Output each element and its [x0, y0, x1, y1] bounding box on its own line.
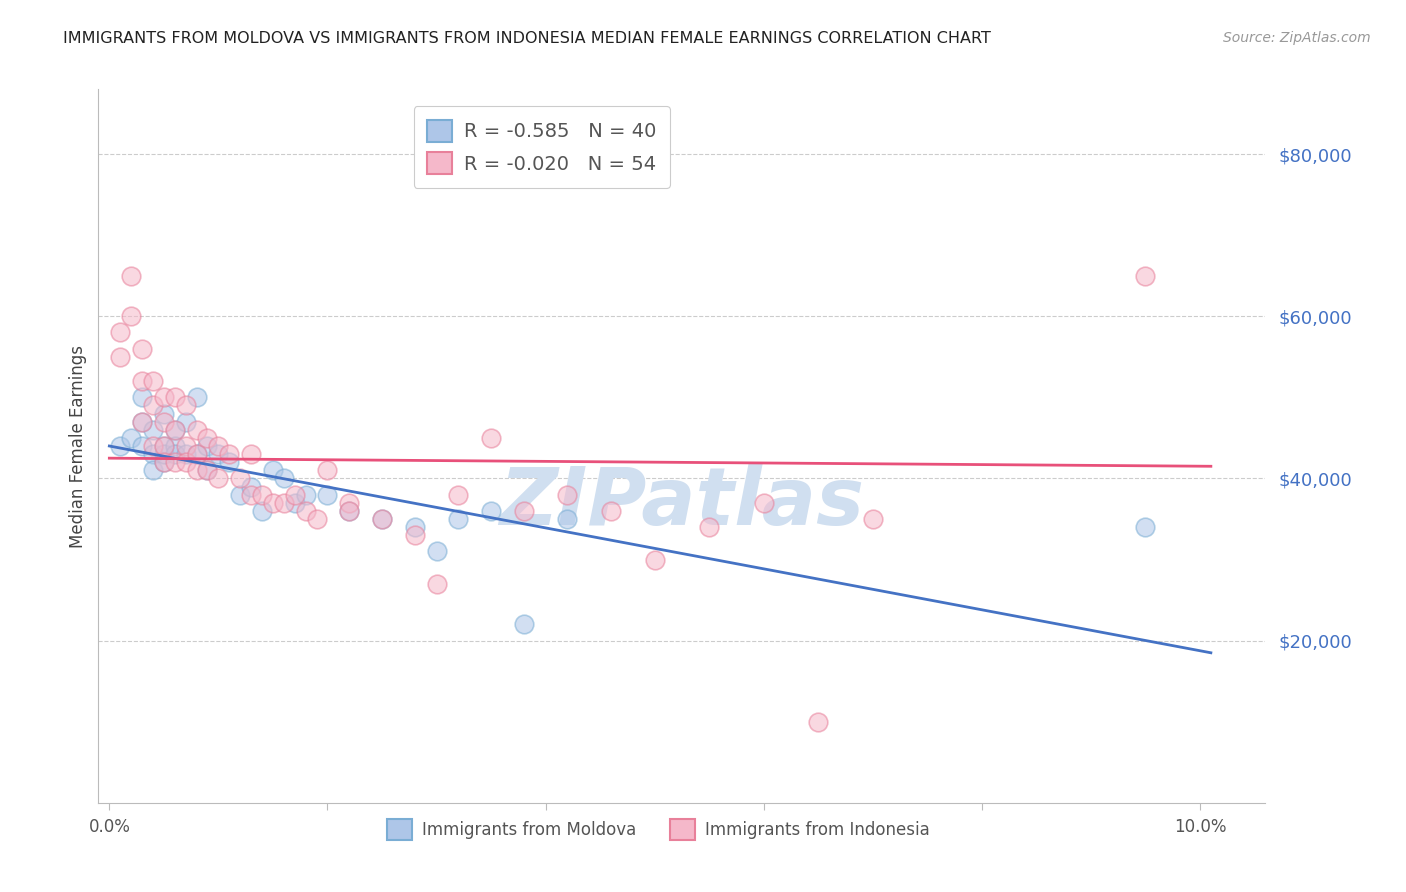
Point [284, 496, 307, 510]
Point [218, 447, 240, 461]
Point [153, 390, 176, 404]
Point [240, 447, 263, 461]
Point [163, 390, 186, 404]
Point [316, 488, 339, 502]
Text: IMMIGRANTS FROM MOLDOVA VS IMMIGRANTS FROM INDONESIA MEDIAN FEMALE EARNINGS CORR: IMMIGRANTS FROM MOLDOVA VS IMMIGRANTS FR… [63, 31, 991, 46]
Point [142, 423, 165, 437]
Point [273, 471, 295, 485]
Point [229, 488, 252, 502]
Point [807, 714, 830, 729]
Point [284, 488, 307, 502]
Point [240, 479, 263, 493]
Point [197, 463, 219, 477]
Point [273, 496, 295, 510]
Point [110, 439, 132, 453]
Point [120, 431, 142, 445]
Point [404, 520, 426, 534]
Point [425, 544, 447, 558]
Legend: Immigrants from Moldova, Immigrants from Indonesia: Immigrants from Moldova, Immigrants from… [380, 811, 938, 848]
Point [142, 374, 165, 388]
Point [131, 415, 153, 429]
Point [404, 528, 426, 542]
Point [294, 504, 316, 518]
Point [337, 496, 360, 510]
Point [250, 504, 273, 518]
Point [262, 496, 284, 510]
Point [174, 399, 197, 413]
Point [153, 439, 176, 453]
Point [240, 488, 263, 502]
Point [262, 463, 284, 477]
Point [131, 439, 153, 453]
Point [479, 431, 502, 445]
Point [153, 455, 176, 469]
Point [447, 512, 470, 526]
Point [186, 423, 208, 437]
Point [120, 268, 142, 283]
Point [186, 463, 208, 477]
Point [153, 439, 176, 453]
Point [174, 439, 197, 453]
Y-axis label: Median Female Earnings: Median Female Earnings [69, 344, 87, 548]
Point [163, 423, 186, 437]
Point [163, 455, 186, 469]
Point [142, 447, 165, 461]
Point [186, 447, 208, 461]
Point [479, 504, 502, 518]
Point [447, 488, 470, 502]
Point [600, 504, 623, 518]
Point [163, 447, 186, 461]
Point [153, 415, 176, 429]
Text: Source: ZipAtlas.com: Source: ZipAtlas.com [1223, 31, 1371, 45]
Point [163, 423, 186, 437]
Point [218, 455, 240, 469]
Point [207, 447, 229, 461]
Point [250, 488, 273, 502]
Point [862, 512, 884, 526]
Point [142, 439, 165, 453]
Point [371, 512, 394, 526]
Point [294, 488, 316, 502]
Point [142, 463, 165, 477]
Point [197, 431, 219, 445]
Point [153, 455, 176, 469]
Point [337, 504, 360, 518]
Point [174, 415, 197, 429]
Point [197, 439, 219, 453]
Point [557, 512, 579, 526]
Point [1135, 268, 1157, 283]
Point [305, 512, 328, 526]
Point [425, 577, 447, 591]
Point [131, 415, 153, 429]
Point [316, 463, 339, 477]
Point [207, 439, 229, 453]
Point [163, 439, 186, 453]
Point [186, 447, 208, 461]
Point [752, 496, 775, 510]
Point [120, 310, 142, 324]
Text: ZIPatlas: ZIPatlas [499, 464, 865, 542]
Point [229, 471, 252, 485]
Point [131, 390, 153, 404]
Point [131, 374, 153, 388]
Point [197, 463, 219, 477]
Point [110, 350, 132, 364]
Point [513, 617, 536, 632]
Point [153, 407, 176, 421]
Point [110, 326, 132, 340]
Point [142, 399, 165, 413]
Point [371, 512, 394, 526]
Point [557, 488, 579, 502]
Point [153, 447, 176, 461]
Point [513, 504, 536, 518]
Point [337, 504, 360, 518]
Point [207, 471, 229, 485]
Point [697, 520, 720, 534]
Point [1135, 520, 1157, 534]
Point [174, 447, 197, 461]
Point [186, 390, 208, 404]
Point [131, 342, 153, 356]
Point [644, 552, 666, 566]
Point [174, 455, 197, 469]
